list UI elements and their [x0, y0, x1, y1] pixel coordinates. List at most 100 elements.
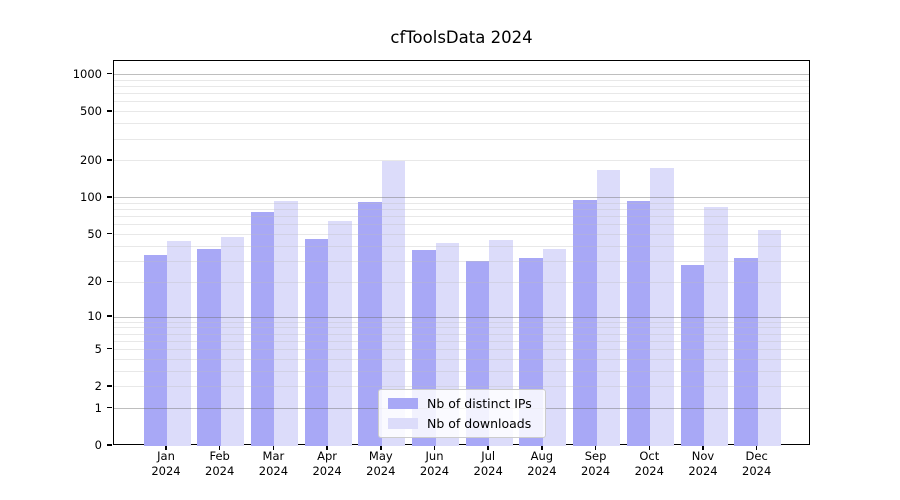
y-tick-mark	[107, 72, 112, 75]
y-tick-label: 5	[94, 341, 102, 356]
bar-downloads	[596, 169, 621, 446]
bar-distinct-ips	[734, 258, 758, 446]
x-tick-label: Apr 2024	[312, 449, 342, 478]
minor-gridline	[114, 321, 809, 323]
legend-label-downloads: Nb of downloads	[427, 416, 532, 431]
y-tick-mark	[107, 347, 112, 350]
minor-gridline	[114, 327, 809, 329]
legend-item-downloads: Nb of downloads	[388, 417, 536, 430]
minor-gridline	[114, 281, 809, 283]
y-tick-label: 500	[80, 103, 102, 118]
bar-downloads	[274, 200, 298, 446]
bar-downloads	[381, 160, 406, 446]
bar-downloads	[167, 241, 191, 446]
x-tick-mark	[218, 445, 221, 450]
minor-gridline	[114, 86, 809, 88]
minor-gridline	[114, 234, 809, 236]
y-tick-label: 200	[80, 152, 102, 167]
minor-gridline	[114, 79, 809, 81]
major-gridline	[114, 197, 809, 199]
legend: Nb of distinct IPs Nb of downloads	[378, 389, 546, 438]
x-tick-mark	[272, 445, 275, 450]
x-tick-label: May 2024	[366, 449, 396, 478]
minor-gridline	[114, 202, 809, 204]
y-tick-label: 10	[87, 309, 102, 324]
y-tick-mark	[107, 385, 112, 387]
y-tick-mark	[107, 196, 112, 198]
y-tick-mark	[107, 315, 112, 317]
bar-downloads	[757, 229, 782, 446]
bar-downloads	[542, 249, 567, 446]
minor-gridline	[114, 93, 809, 95]
major-gridline	[114, 316, 809, 318]
y-tick-mark	[107, 444, 112, 446]
minor-gridline	[114, 386, 809, 388]
minor-gridline	[114, 340, 809, 342]
y-tick-mark	[107, 232, 112, 235]
chart-title: cfToolsData 2024	[390, 28, 533, 47]
x-tick-label: Nov 2024	[688, 449, 718, 478]
minor-gridline	[114, 245, 809, 247]
y-tick-mark	[107, 110, 112, 112]
y-tick-label: 2	[94, 378, 102, 393]
bar-distinct-ips	[197, 249, 221, 446]
minor-gridline	[114, 123, 809, 125]
minor-gridline	[114, 349, 809, 351]
x-tick-mark	[594, 445, 597, 450]
legend-item-distinct-ips: Nb of distinct IPs	[388, 397, 536, 410]
minor-gridline	[114, 101, 809, 103]
minor-gridline	[114, 160, 809, 162]
minor-gridline	[114, 209, 809, 211]
minor-gridline	[114, 358, 809, 360]
bar-distinct-ips	[573, 200, 597, 446]
y-tick-label: 20	[87, 274, 102, 289]
y-tick-mark	[107, 159, 112, 161]
x-tick-label: Jun 2024	[419, 449, 450, 478]
major-gridline	[114, 74, 809, 76]
minor-gridline	[114, 370, 809, 372]
x-tick-mark	[380, 445, 382, 450]
x-tick-mark	[487, 445, 489, 450]
x-tick-mark	[541, 445, 543, 450]
y-tick-label: 1	[94, 400, 102, 415]
y-tick-label: 100	[80, 189, 102, 204]
y-tick-label: 50	[87, 226, 102, 241]
plot-area	[113, 60, 810, 446]
bar-downloads	[704, 206, 728, 446]
bar-downloads	[220, 236, 245, 446]
bar-distinct-ips	[626, 200, 651, 446]
legend-swatch-downloads	[388, 418, 418, 429]
x-tick-label: Sep 2024	[580, 449, 611, 478]
minor-gridline	[114, 138, 809, 140]
bar-distinct-ips	[304, 238, 329, 446]
bar-distinct-ips	[680, 264, 704, 446]
x-tick-mark	[755, 445, 758, 450]
bar-distinct-ips	[250, 211, 275, 446]
bar-downloads	[650, 168, 674, 446]
bar-distinct-ips	[358, 202, 382, 446]
y-tick-mark	[107, 280, 112, 283]
legend-swatch-distinct-ips	[388, 398, 418, 409]
minor-gridline	[114, 224, 809, 226]
x-tick-mark	[433, 445, 436, 450]
x-tick-label: Jul 2024	[473, 449, 503, 478]
bar-distinct-ips	[143, 254, 167, 446]
minor-gridline	[114, 216, 809, 218]
x-tick-mark	[648, 445, 651, 450]
legend-label-distinct-ips: Nb of distinct IPs	[427, 396, 532, 411]
x-tick-label: Feb 2024	[205, 449, 235, 478]
x-tick-label: Dec 2024	[742, 449, 772, 478]
bar-downloads	[328, 220, 352, 446]
minor-gridline	[114, 111, 809, 113]
x-tick-label: Aug 2024	[527, 449, 557, 478]
y-tick-mark	[107, 406, 112, 409]
minor-gridline	[114, 333, 809, 335]
y-tick-label: 1000	[72, 66, 102, 81]
y-tick-label: 0	[94, 438, 102, 452]
x-tick-mark	[702, 445, 704, 450]
x-tick-label: Jan 2024	[151, 449, 181, 478]
x-tick-label: Mar 2024	[258, 449, 289, 478]
x-tick-mark	[326, 445, 328, 450]
x-tick-label: Oct 2024	[634, 449, 664, 478]
